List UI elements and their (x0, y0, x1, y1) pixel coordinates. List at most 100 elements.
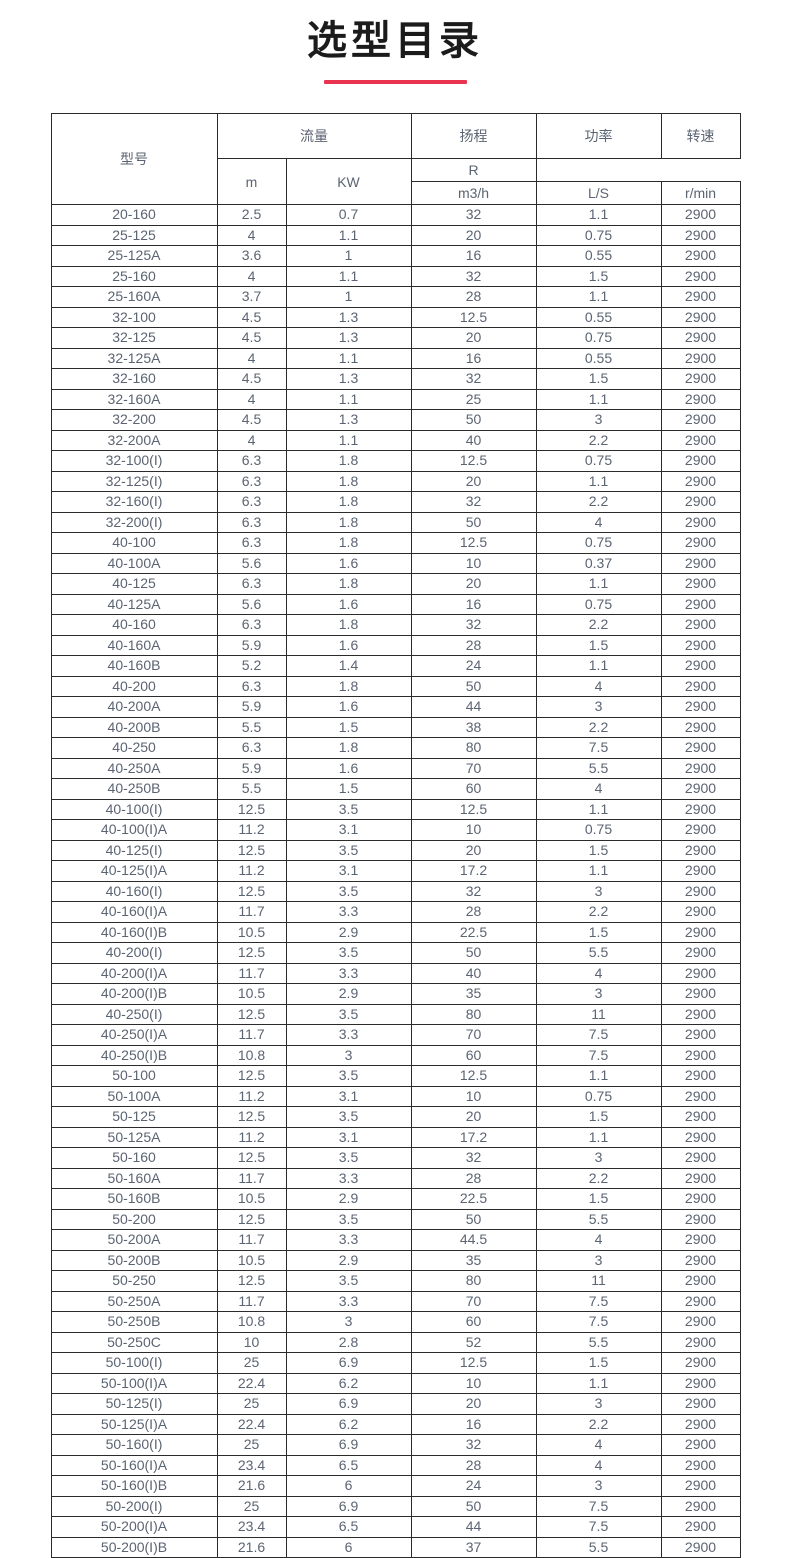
cell-model: 50-250A (50, 1290, 218, 1312)
cell-flow-m3h: 6.3 (216, 675, 287, 697)
cell-flow-ls: 3.5 (285, 880, 412, 902)
cell-flow-m3h: 25 (216, 1352, 287, 1374)
cell-flow-ls: 3.5 (285, 798, 412, 820)
cell-head-m: 44 (410, 696, 537, 718)
header-flow: 流量 (216, 113, 412, 159)
cell-flow-m3h: 4 (216, 429, 287, 451)
table-row: 40-250(I) 12.5 3.5 80 11 2900 (50, 1003, 741, 1025)
cell-flow-ls: 2.9 (285, 921, 412, 943)
cell-flow-ls: 1.5 (285, 778, 412, 800)
cell-head-m: 20 (410, 1106, 537, 1128)
cell-power-kw: 1.5 (535, 368, 662, 390)
cell-head-m: 12.5 (410, 306, 537, 328)
cell-model: 40-200B (50, 716, 218, 738)
cell-flow-m3h: 11.2 (216, 1126, 287, 1148)
cell-flow-ls: 3.1 (285, 860, 412, 882)
table-head: 型号 流量 扬程 功率 转速 m KW R m3/h L/S r/min (50, 113, 741, 205)
cell-model: 50-125 (50, 1106, 218, 1128)
cell-flow-m3h: 21.6 (216, 1536, 287, 1558)
header-flow-unit-m3h: m3/h (410, 181, 537, 205)
cell-head-m: 16 (410, 347, 537, 369)
cell-flow-m3h: 6.3 (216, 470, 287, 492)
cell-speed-rmin: 2900 (660, 1003, 741, 1025)
cell-flow-ls: 1.5 (285, 716, 412, 738)
cell-power-kw: 7.5 (535, 1311, 662, 1333)
cell-power-kw: 1.1 (535, 1065, 662, 1087)
cell-flow-ls: 6.9 (285, 1352, 412, 1374)
cell-model: 32-100(I) (50, 450, 218, 472)
cell-power-kw: 4 (535, 1454, 662, 1476)
cell-head-m: 28 (410, 1167, 537, 1189)
cell-head-m: 32 (410, 1434, 537, 1456)
cell-power-kw: 5.5 (535, 942, 662, 964)
cell-flow-m3h: 11.7 (216, 1290, 287, 1312)
cell-head-m: 50 (410, 1208, 537, 1230)
cell-flow-ls: 1.4 (285, 655, 412, 677)
cell-power-kw: 1.5 (535, 921, 662, 943)
cell-model: 40-160(I) (50, 880, 218, 902)
cell-model: 32-200(I) (50, 511, 218, 533)
cell-flow-m3h: 10.8 (216, 1044, 287, 1066)
cell-flow-ls: 2.8 (285, 1331, 412, 1353)
cell-speed-rmin: 2900 (660, 1044, 741, 1066)
cell-head-m: 28 (410, 901, 537, 923)
table-row: 25-160A 3.7 1 28 1.1 2900 (50, 286, 741, 308)
table-row: 50-125(I)A 22.4 6.2 16 2.2 2900 (50, 1413, 741, 1435)
cell-head-m: 35 (410, 1249, 537, 1271)
cell-model: 50-100(I)A (50, 1372, 218, 1394)
cell-head-m: 32 (410, 1147, 537, 1169)
cell-head-m: 32 (410, 368, 537, 390)
cell-flow-m3h: 10 (216, 1331, 287, 1353)
cell-flow-ls: 1.8 (285, 511, 412, 533)
cell-head-m: 22.5 (410, 1188, 537, 1210)
cell-model: 40-200(I)A (50, 962, 218, 984)
cell-power-kw: 3 (535, 1249, 662, 1271)
cell-flow-ls: 0.7 (285, 204, 412, 226)
cell-flow-m3h: 12.5 (216, 1003, 287, 1025)
cell-model: 40-200(I) (50, 942, 218, 964)
cell-flow-ls: 1.1 (285, 224, 412, 246)
cell-head-m: 32 (410, 491, 537, 513)
cell-speed-rmin: 2900 (660, 347, 741, 369)
table-row: 40-200A 5.9 1.6 44 3 2900 (50, 696, 741, 718)
header-power-unit: KW (285, 158, 412, 205)
cell-speed-rmin: 2900 (660, 819, 741, 841)
cell-flow-m3h: 12.5 (216, 1147, 287, 1169)
cell-model: 50-125(I) (50, 1393, 218, 1415)
cell-head-m: 50 (410, 1495, 537, 1517)
cell-speed-rmin: 2900 (660, 532, 741, 554)
cell-speed-rmin: 2900 (660, 491, 741, 513)
cell-power-kw: 0.55 (535, 347, 662, 369)
cell-model: 32-100 (50, 306, 218, 328)
table-row: 50-200(I)A 23.4 6.5 44 7.5 2900 (50, 1516, 741, 1538)
cell-flow-ls: 1.3 (285, 368, 412, 390)
cell-model: 50-160A (50, 1167, 218, 1189)
cell-model: 50-160B (50, 1188, 218, 1210)
table-row: 40-250A 5.9 1.6 70 5.5 2900 (50, 757, 741, 779)
cell-speed-rmin: 2900 (660, 593, 741, 615)
table-row: 32-200A 4 1.1 40 2.2 2900 (50, 429, 741, 451)
cell-flow-ls: 3.3 (285, 901, 412, 923)
table-row: 50-200B 10.5 2.9 35 3 2900 (50, 1249, 741, 1271)
cell-head-m: 70 (410, 757, 537, 779)
cell-flow-m3h: 11.7 (216, 1167, 287, 1189)
cell-speed-rmin: 2900 (660, 1516, 741, 1538)
cell-speed-rmin: 2900 (660, 880, 741, 902)
cell-head-m: 12.5 (410, 450, 537, 472)
cell-flow-m3h: 11.7 (216, 1229, 287, 1251)
cell-model: 32-125 (50, 327, 218, 349)
cell-speed-rmin: 2900 (660, 757, 741, 779)
cell-flow-m3h: 12.5 (216, 1208, 287, 1230)
cell-model: 50-200B (50, 1249, 218, 1271)
cell-flow-ls: 1.6 (285, 593, 412, 615)
cell-flow-m3h: 23.4 (216, 1454, 287, 1476)
cell-power-kw: 0.75 (535, 532, 662, 554)
cell-flow-m3h: 11.2 (216, 860, 287, 882)
cell-flow-ls: 6.5 (285, 1516, 412, 1538)
table-row: 50-100(I)A 22.4 6.2 10 1.1 2900 (50, 1372, 741, 1394)
cell-model: 50-200 (50, 1208, 218, 1230)
table-row: 50-250 12.5 3.5 80 11 2900 (50, 1270, 741, 1292)
cell-speed-rmin: 2900 (660, 1065, 741, 1087)
table-row: 50-160 12.5 3.5 32 3 2900 (50, 1147, 741, 1169)
cell-speed-rmin: 2900 (660, 675, 741, 697)
